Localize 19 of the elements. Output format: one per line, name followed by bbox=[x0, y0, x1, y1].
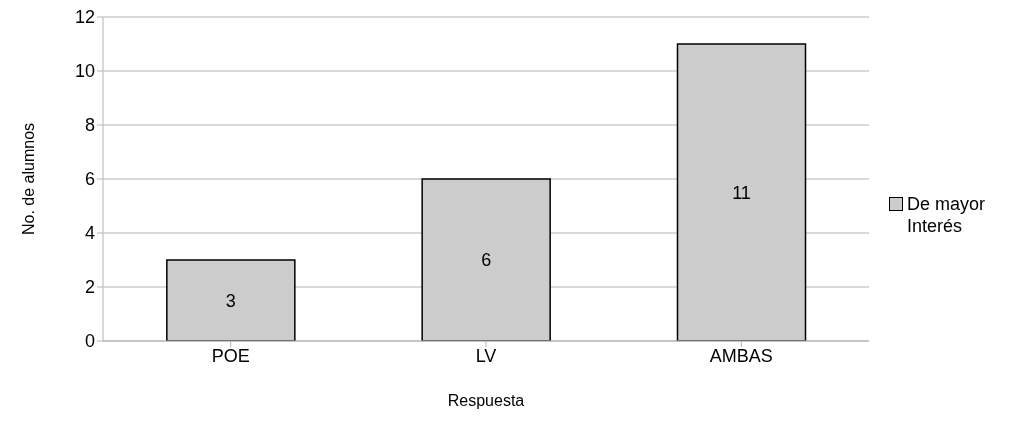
x-tick-label: AMBAS bbox=[709, 345, 773, 366]
y-tick-label: 0 bbox=[84, 331, 95, 352]
y-tick-label: 4 bbox=[84, 223, 95, 244]
y-tick-label: 2 bbox=[84, 277, 95, 298]
legend-label: De mayor Interés bbox=[907, 192, 987, 237]
bar bbox=[421, 178, 551, 341]
bar bbox=[676, 43, 807, 341]
y-tick-label: 6 bbox=[84, 169, 95, 190]
data-label: 6 bbox=[481, 250, 492, 271]
bar bbox=[166, 259, 296, 341]
y-tick-label: 8 bbox=[84, 115, 95, 136]
data-label: 11 bbox=[732, 182, 751, 203]
y-tick-label: 12 bbox=[74, 7, 95, 28]
y-axis-title: No. de alumnos bbox=[19, 122, 37, 236]
y-tick-label: 10 bbox=[74, 61, 95, 82]
data-label: 3 bbox=[225, 290, 236, 311]
x-axis-title: Respuesta bbox=[447, 392, 525, 409]
x-tick-label: POE bbox=[211, 345, 250, 366]
x-tick-label: LV bbox=[475, 345, 497, 366]
